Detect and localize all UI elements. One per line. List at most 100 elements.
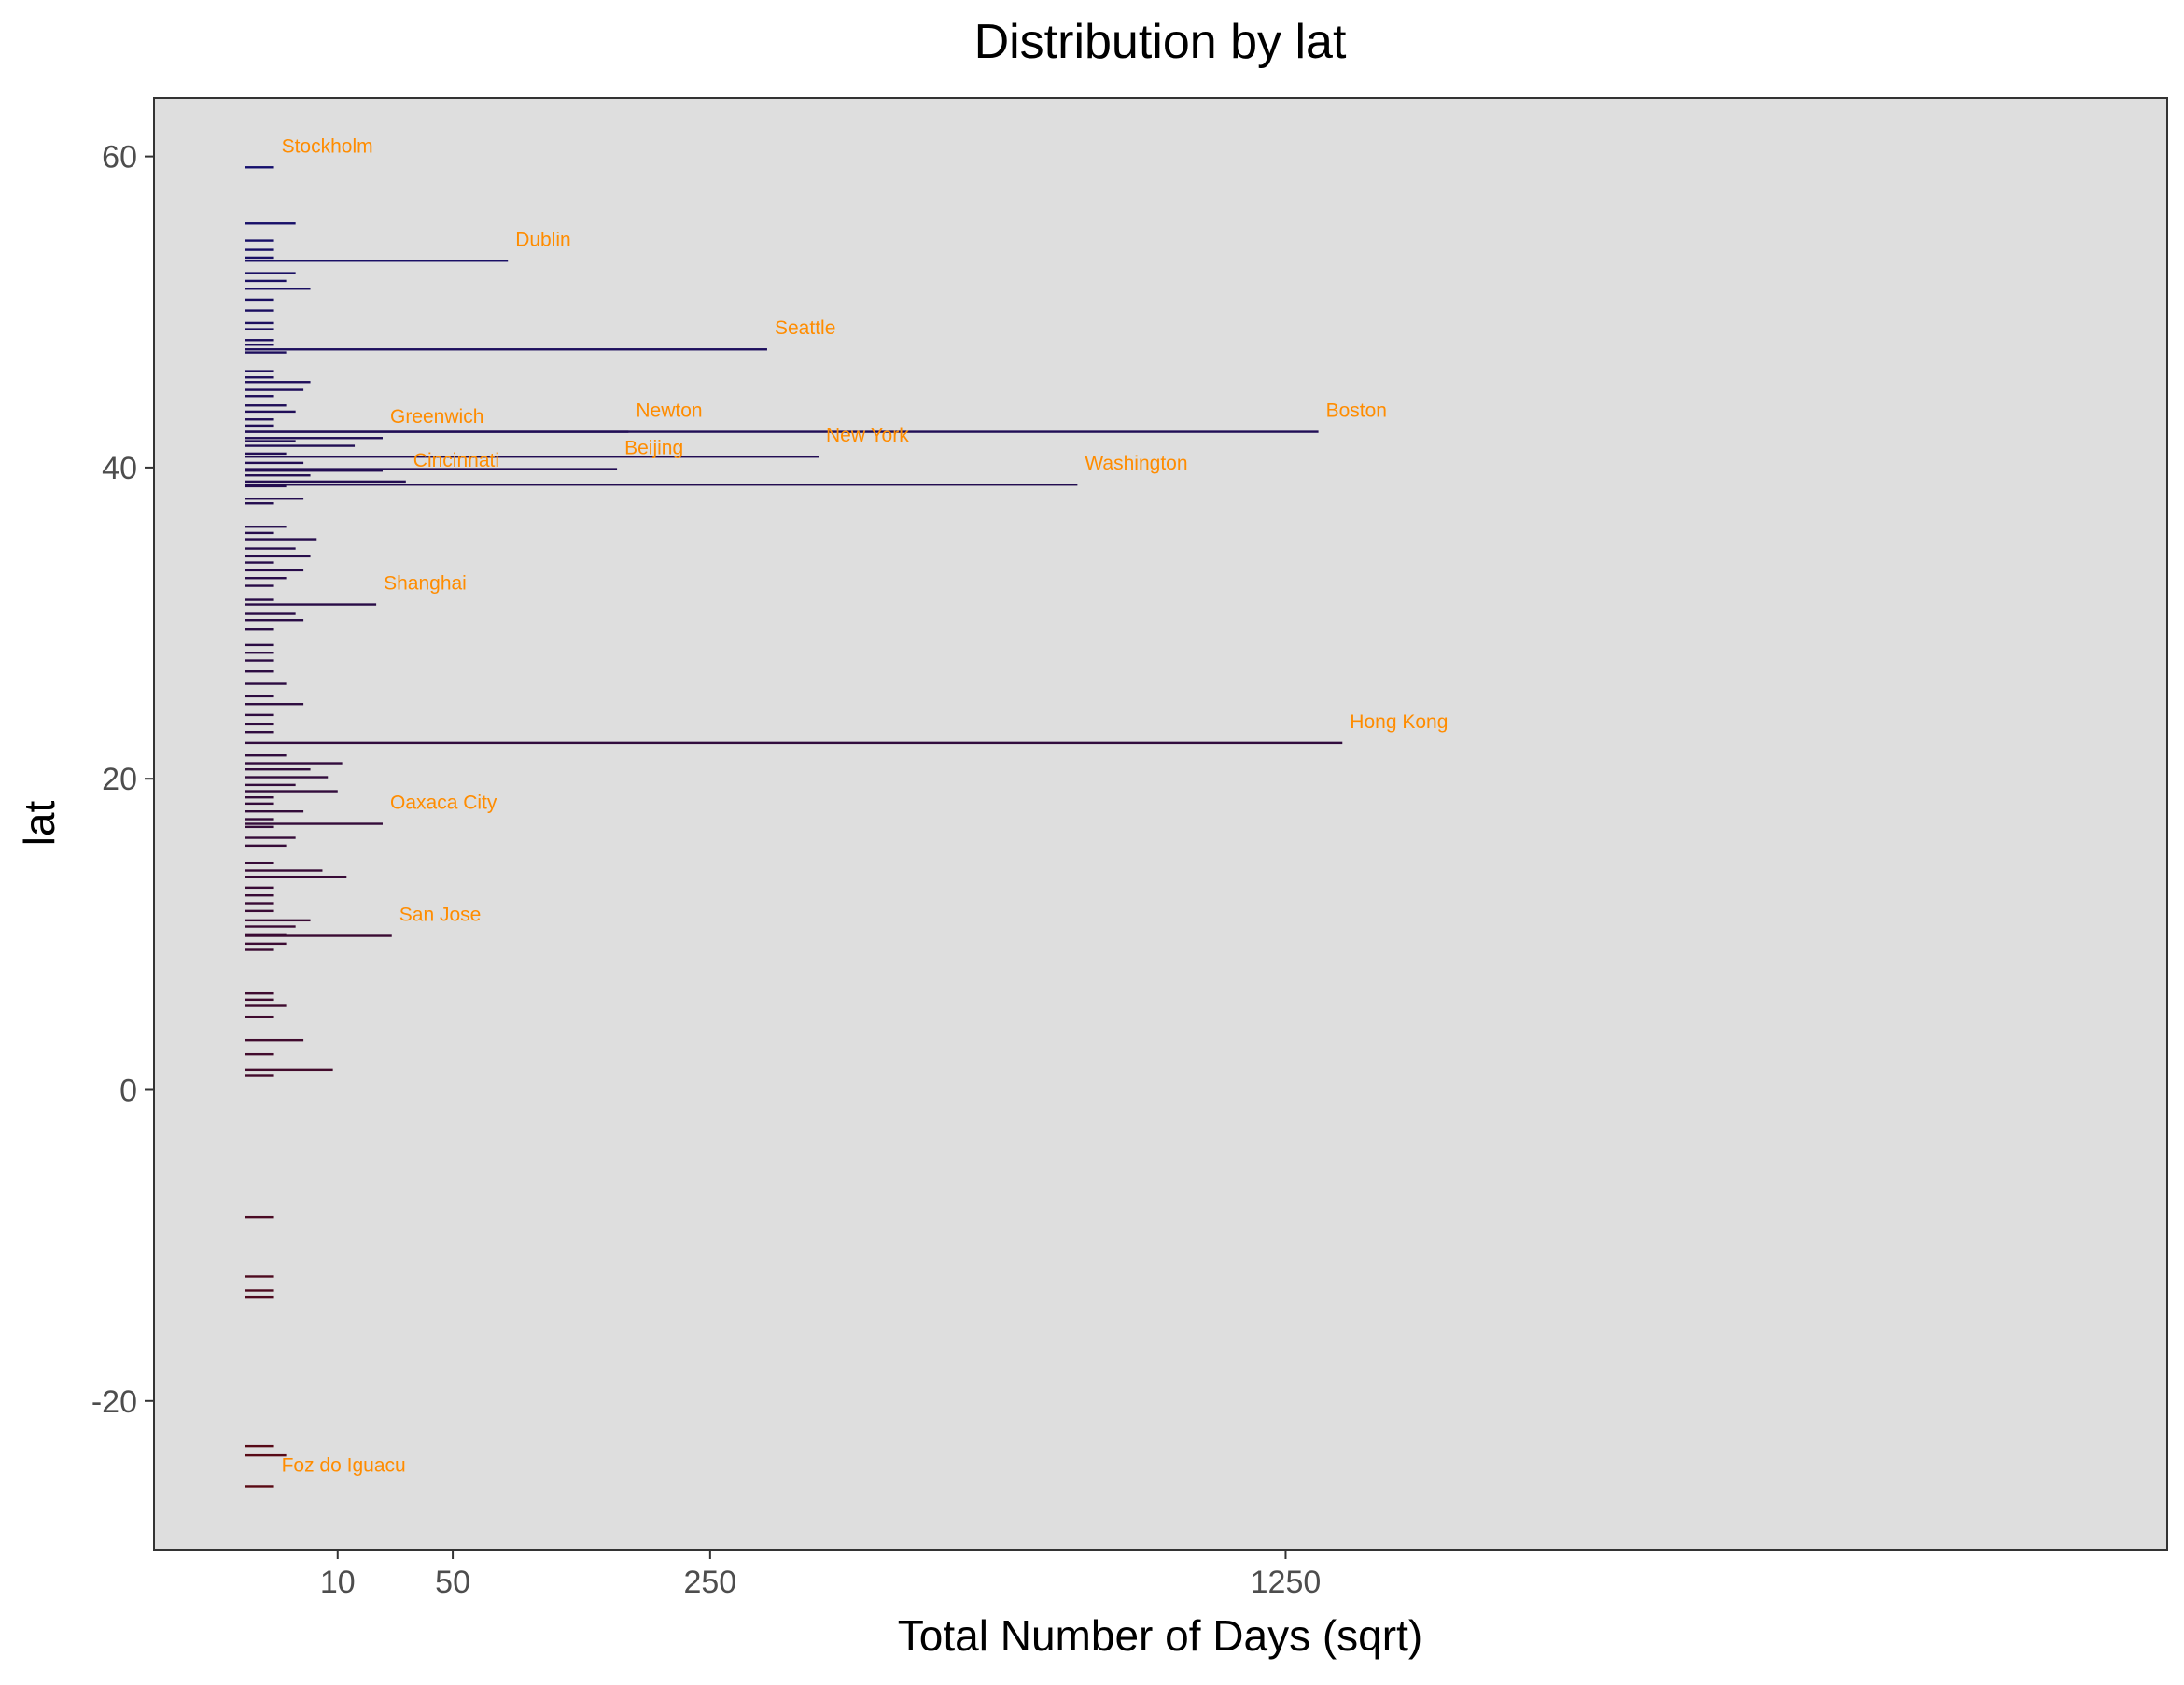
- bar-69: [245, 869, 323, 872]
- bar-greenwich: [245, 437, 383, 440]
- bar-91: [245, 1295, 274, 1299]
- city-label-oaxaca-city: Oaxaca City: [390, 793, 497, 814]
- bar-2: [245, 248, 274, 251]
- x-tick-label: 250: [683, 1565, 736, 1600]
- bar-23: [245, 440, 296, 442]
- bar-75: [245, 919, 311, 922]
- y-tick-label: 60: [102, 140, 137, 176]
- bar-65: [245, 825, 274, 829]
- bar-58: [245, 776, 329, 779]
- bar-50: [245, 695, 274, 698]
- city-label-cincinnati: Cincinnati: [413, 450, 499, 471]
- bar-79: [245, 948, 274, 951]
- bar-93: [245, 1453, 287, 1457]
- bar-74: [245, 909, 274, 913]
- x-axis-title: Total Number of Days (sqrt): [898, 1611, 1422, 1660]
- bar-88: [245, 1215, 274, 1219]
- bar-63: [245, 810, 304, 813]
- bar-84: [245, 1038, 304, 1042]
- bar-34: [245, 538, 317, 541]
- plot-panel: [153, 97, 2168, 1551]
- bar-66: [245, 836, 296, 839]
- bar-24: [245, 444, 356, 447]
- bar-boston: [245, 430, 1319, 433]
- bar-40: [245, 584, 274, 587]
- city-label-new-york: New York: [826, 425, 909, 446]
- bar-32: [245, 526, 287, 528]
- chart-title: Distribution by lat: [974, 15, 1347, 69]
- bar-33: [245, 531, 274, 535]
- bar-81: [245, 998, 274, 1002]
- bar-5: [245, 279, 287, 283]
- bar-new-york: [245, 456, 819, 458]
- bar-20: [245, 410, 296, 414]
- bar-90: [245, 1289, 274, 1292]
- bar-36: [245, 555, 311, 558]
- bar-28: [245, 474, 311, 477]
- bar-hong-kong: [245, 741, 1343, 745]
- city-labels-layer: Stockholm Dublin Seattle Greenwich Newton New…: [282, 135, 1449, 1476]
- bar-85: [245, 1052, 274, 1056]
- bar-59: [245, 783, 296, 787]
- bar-14: [245, 370, 274, 372]
- bar-45: [245, 643, 274, 647]
- bar-6: [245, 288, 311, 290]
- city-label-seattle: Seattle: [775, 317, 835, 339]
- bar-dublin: [245, 260, 509, 262]
- bar-shanghai: [245, 603, 377, 606]
- x-tick-label: 1250: [1251, 1565, 1322, 1600]
- bar-9: [245, 321, 274, 325]
- bar-62: [245, 802, 274, 806]
- bar-16: [245, 381, 311, 384]
- city-label-beijing: Beijing: [624, 438, 683, 459]
- bar-41: [245, 598, 274, 601]
- bar-39: [245, 577, 287, 580]
- bar-76: [245, 925, 296, 928]
- bar-cincinnati: [245, 480, 406, 484]
- bar-38: [245, 569, 304, 572]
- bar-86: [245, 1068, 333, 1072]
- bar-42: [245, 612, 296, 615]
- city-label-newton: Newton: [636, 400, 702, 422]
- axes-layer: 60 40 20 0 -20 10 50 250 1250: [91, 97, 2168, 1600]
- bar-67: [245, 844, 287, 848]
- bar-43: [245, 619, 304, 622]
- city-label-boston: Boston: [1326, 400, 1387, 422]
- bar-26: [245, 461, 304, 465]
- bar-oaxaca-city: [245, 822, 383, 825]
- y-tick-label: 20: [102, 762, 137, 797]
- y-axis-title: lat: [15, 800, 63, 846]
- bar-25: [245, 452, 287, 456]
- city-label-washington: Washington: [1085, 453, 1187, 474]
- bar-82: [245, 1004, 287, 1007]
- bar-19: [245, 404, 287, 407]
- bar-35: [245, 547, 296, 550]
- city-label-dublin: Dublin: [515, 229, 571, 250]
- bar-49: [245, 682, 287, 685]
- panel-border: [153, 97, 2168, 1551]
- bar-7: [245, 298, 274, 302]
- bar-44: [245, 628, 274, 631]
- bar-53: [245, 723, 274, 726]
- bar-83: [245, 1015, 274, 1018]
- bar-san-jose: [245, 934, 392, 937]
- bar-55: [245, 754, 287, 757]
- y-tick-label: -20: [91, 1384, 137, 1420]
- bar-22: [245, 424, 274, 428]
- bars-layer: [245, 166, 1343, 1488]
- bar-1: [245, 239, 274, 242]
- bar-beijing: [245, 468, 618, 470]
- bar-washington: [245, 484, 1078, 486]
- bar-12: [245, 344, 274, 346]
- y-tick-label: 0: [119, 1074, 137, 1109]
- city-label-foz-do-iguacu: Foz do Iguacu: [282, 1455, 406, 1477]
- bar-89: [245, 1275, 274, 1278]
- bar-60: [245, 790, 338, 793]
- bar-56: [245, 762, 343, 765]
- bar-71: [245, 886, 274, 890]
- bar-46: [245, 652, 274, 654]
- bar-stockholm: [245, 166, 274, 169]
- bar-31: [245, 502, 274, 505]
